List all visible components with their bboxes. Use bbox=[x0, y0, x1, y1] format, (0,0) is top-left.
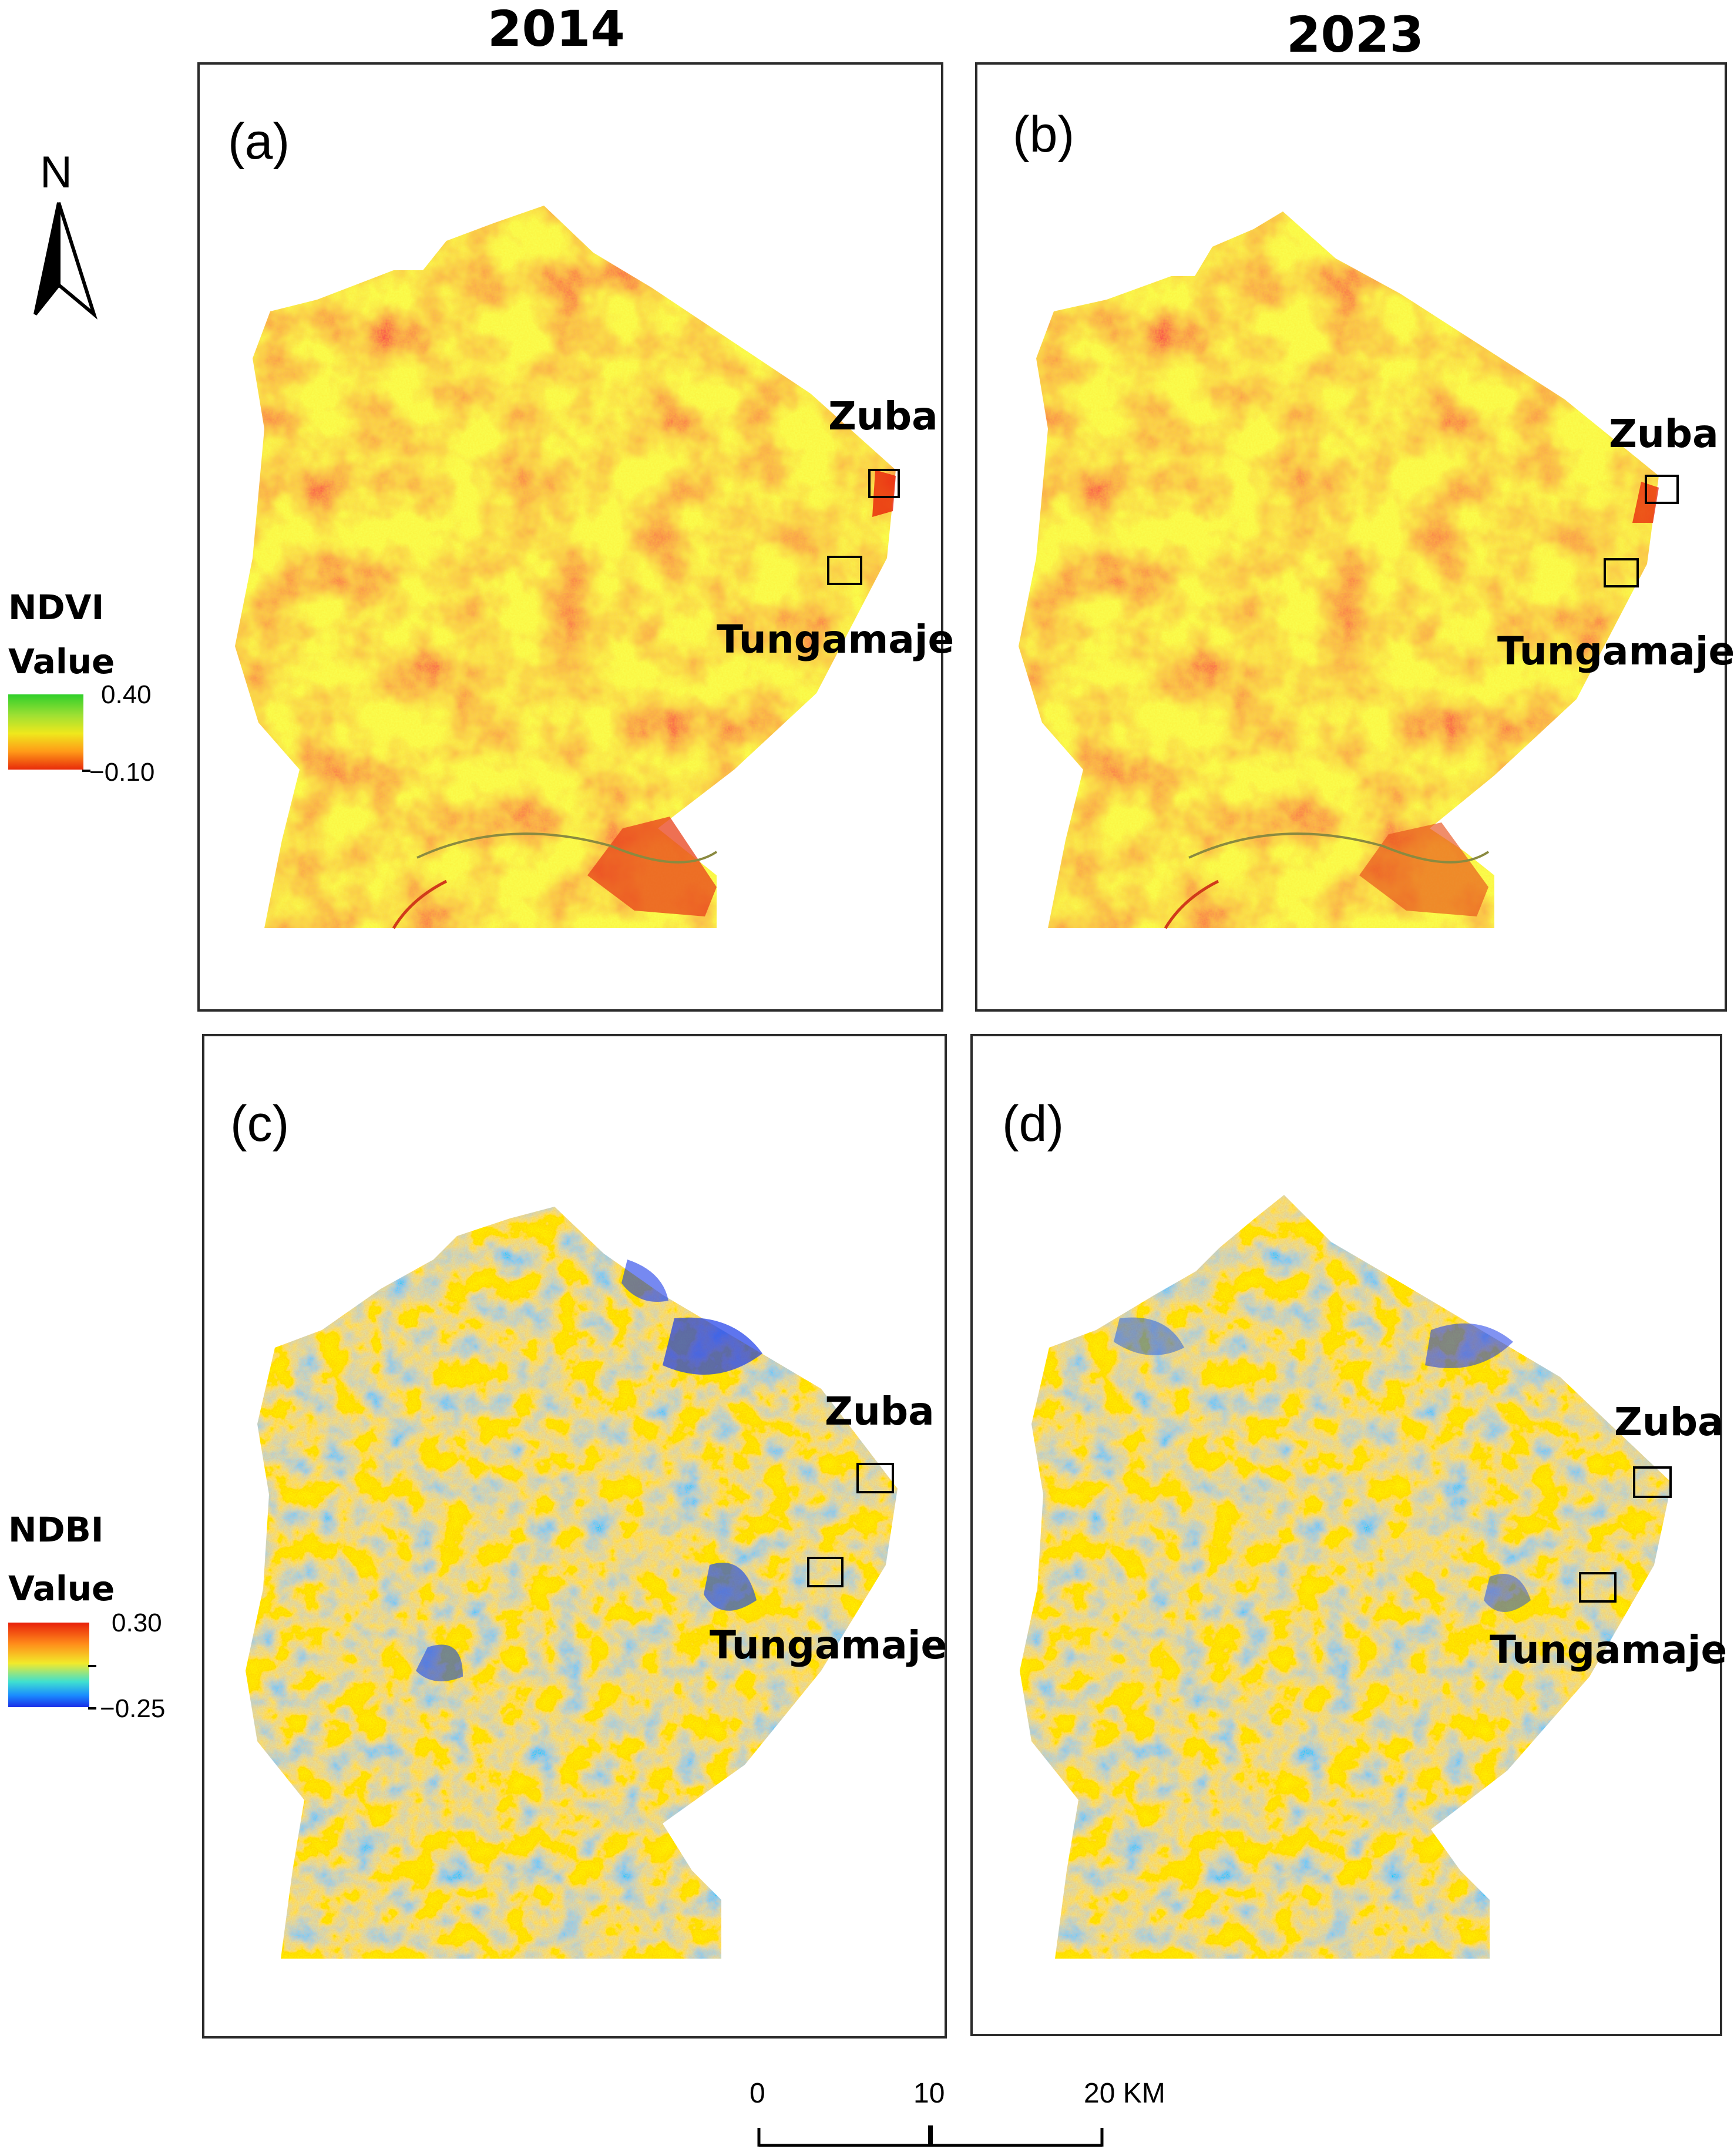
scale-label-10: 10 bbox=[913, 2078, 945, 2109]
column-title-2014: 2014 bbox=[488, 0, 625, 58]
ndbi-legend-title: NDBI bbox=[8, 1510, 104, 1550]
column-title-2023: 2023 bbox=[1286, 6, 1424, 63]
map-panel-b: (b) Zuba Tungamaje bbox=[975, 62, 1734, 1012]
map-panel-c: (c) Zuba Tungamaje bbox=[202, 1034, 947, 2039]
ndvi-map-2014 bbox=[235, 206, 900, 929]
north-arrow-icon bbox=[33, 202, 98, 320]
panel-label-d: (d) bbox=[1002, 1096, 1064, 1152]
map-panel-a: (a) Zuba Tungamaje bbox=[197, 62, 954, 1012]
ndvi-color-ramp bbox=[8, 694, 83, 770]
place-label-zuba: Zuba bbox=[1614, 1399, 1724, 1445]
ndvi-legend-ticks bbox=[82, 694, 94, 777]
scale-label-20km: 20 KM bbox=[1084, 2078, 1165, 2109]
ndvi-legend-max: 0.40 bbox=[101, 680, 152, 709]
ndbi-legend-ticks bbox=[88, 1623, 100, 1711]
north-label: N bbox=[40, 147, 72, 197]
panel-label-a: (a) bbox=[228, 113, 290, 170]
place-label-zuba: Zuba bbox=[825, 1389, 935, 1434]
place-label-tungamaje: Tungamaje bbox=[1490, 1627, 1728, 1673]
ndbi-legend-subtitle: Value bbox=[8, 1569, 115, 1608]
ndvi-map-2023 bbox=[1019, 211, 1679, 929]
place-label-tungamaje: Tungamaje bbox=[1497, 629, 1734, 674]
ndbi-color-ramp bbox=[8, 1623, 89, 1707]
panel-label-b: (b) bbox=[1013, 106, 1075, 163]
place-label-zuba: Zuba bbox=[1609, 411, 1719, 456]
place-label-tungamaje: Tungamaje bbox=[717, 617, 955, 662]
ndvi-legend-title: NDVI bbox=[8, 587, 105, 627]
ndbi-map-2014 bbox=[246, 1207, 898, 1959]
place-label-tungamaje: Tungamaje bbox=[710, 1623, 947, 1668]
ndvi-legend-min: −0.10 bbox=[89, 758, 155, 787]
north-arrow: N bbox=[18, 147, 106, 323]
ndbi-legend-max: 0.30 bbox=[112, 1608, 162, 1637]
ndbi-legend-min: −0.25 bbox=[100, 1694, 166, 1723]
scale-label-0: 0 bbox=[750, 2078, 765, 2109]
ndvi-legend-subtitle: Value bbox=[8, 642, 115, 681]
ndbi-map-2023 bbox=[1020, 1195, 1672, 1959]
panel-label-c: (c) bbox=[230, 1096, 290, 1152]
place-label-zuba: Zuba bbox=[828, 394, 938, 439]
scale-bar bbox=[757, 2125, 1104, 2147]
map-panel-d: (d) Zuba Tungamaje bbox=[970, 1034, 1727, 2036]
